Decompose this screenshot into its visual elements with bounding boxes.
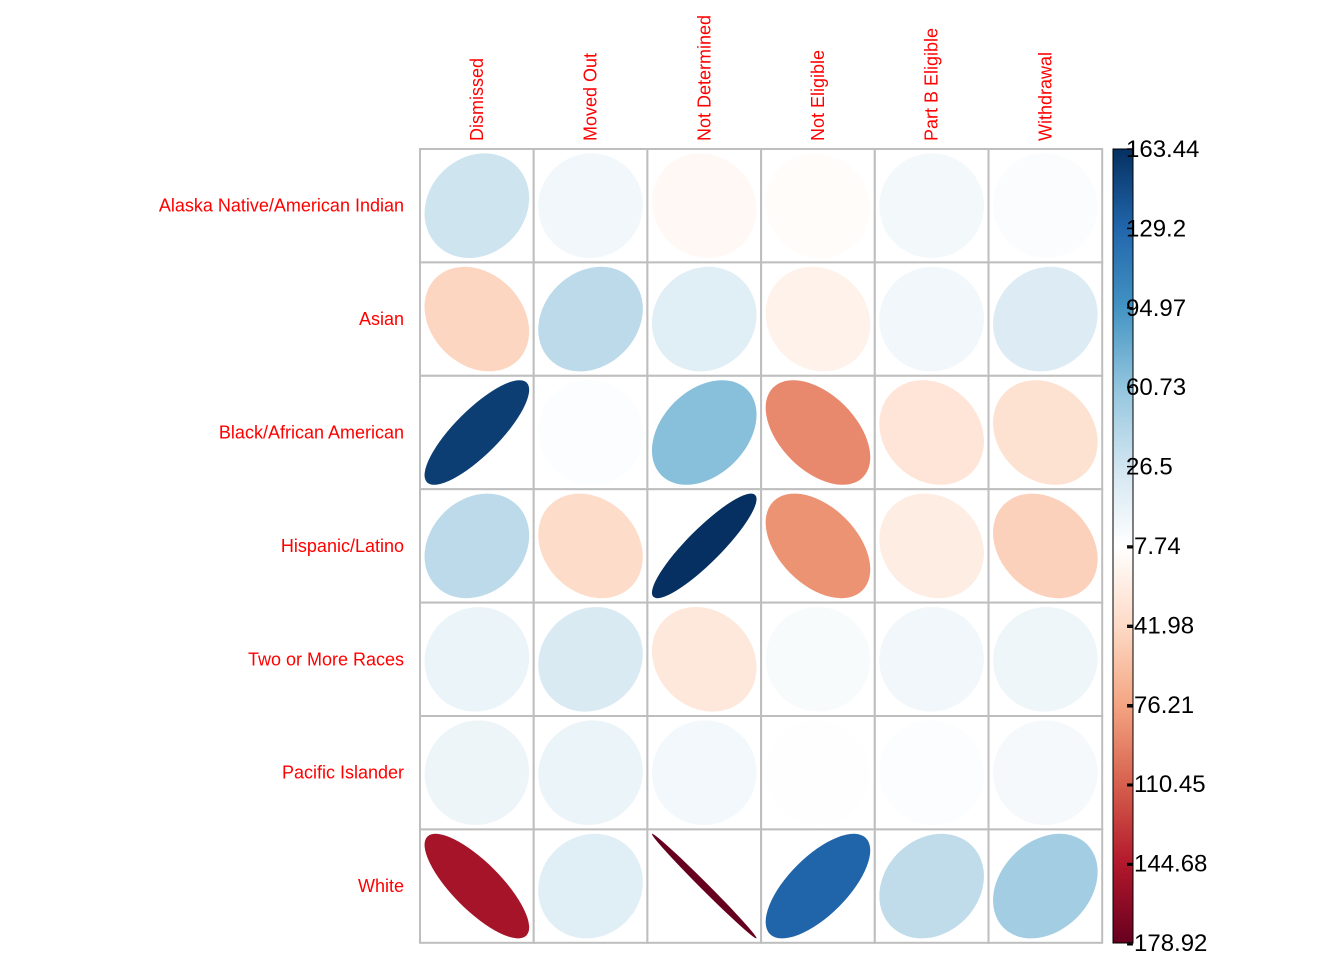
row-label: White [358,876,404,896]
correlation-ellipse [538,833,643,939]
correlation-ellipse [879,833,984,939]
matrix-cells [419,148,1104,944]
column-label: Part B Eligible [922,28,942,141]
correlation-ellipse [538,266,643,372]
correlation-ellipse [424,606,530,712]
column-label: Moved Out [581,53,601,141]
correlation-ellipse [424,833,530,939]
colorbar-tick-label: -7.74 [1126,533,1181,560]
column-labels: Dismissed Moved Out Not Determined Not Elig… [467,15,1055,141]
correlation-ellipse [993,606,1098,712]
correlation-ellipse [765,720,871,826]
correlation-ellipse [879,266,984,372]
correlation-ellipse [993,153,1098,259]
colorbar-tick-label: -41.98 [1126,612,1194,639]
row-label: Asian [359,309,404,329]
colorbar-tick-label: 129.2 [1126,215,1186,242]
correlation-ellipse [993,720,1098,826]
correlation-ellipse [765,153,871,259]
colorbar-tick-label: -178.92 [1126,930,1207,957]
correlation-ellipse [993,266,1098,372]
row-labels: Alaska Native/American Indian Asian Black/… [159,196,404,896]
correlation-ellipse [538,493,643,599]
correlation-ellipse [651,493,757,599]
correlation-ellipse [879,380,984,485]
row-label: Pacific Islander [282,763,404,783]
correlation-ellipse [424,720,530,826]
column-label: Not Eligible [808,50,828,141]
correlation-ellipse [651,153,757,259]
correlation-ellipse [993,493,1098,599]
correlation-ellipse [765,833,871,939]
column-label: Dismissed [467,58,487,141]
column-label: Not Determined [694,15,714,141]
correlation-ellipse [424,493,530,599]
colorbar-tick-label: 26.5 [1126,454,1173,481]
correlation-ellipse [765,380,871,485]
correlation-ellipse [993,833,1098,939]
colorbar-tick-label: -144.68 [1126,851,1207,878]
row-label: Black/African American [219,423,404,443]
correlation-ellipse [651,266,757,372]
correlation-ellipse [538,153,643,259]
row-label: Two or More Races [248,649,404,669]
correlation-ellipse [765,266,871,372]
correlation-ellipse [651,720,757,826]
correlation-ellipse [651,380,757,485]
correlation-ellipse [879,153,984,259]
correlation-ellipse [651,606,757,712]
correlation-ellipse [424,380,530,485]
correlation-ellipse [538,720,643,826]
column-label: Withdrawal [1035,52,1055,141]
correlation-ellipse [765,493,871,599]
row-label: Hispanic/Latino [281,536,404,556]
correlation-ellipse [538,380,643,485]
correlation-ellipse [765,606,871,712]
colorbar: 163.44 129.2 94.97 60.73 26.5 -7.74 -41.98 -76.… [1112,136,1207,957]
correlation-ellipse [424,266,530,372]
colorbar-tick-label: -76.21 [1126,692,1194,719]
row-label: Alaska Native/American Indian [159,196,404,216]
correlation-ellipse [538,606,643,712]
correlation-ellipse [424,153,530,259]
colorbar-tick-label: 163.44 [1126,136,1199,163]
correlation-ellipse [651,833,757,939]
correlation-ellipse [879,493,984,599]
colorbar-tick-label: -110.45 [1126,771,1206,798]
colorbar-tick-label: 60.73 [1126,374,1186,401]
correlation-ellipse [993,380,1098,485]
correlation-ellipse [879,720,984,826]
correlation-ellipse [879,606,984,712]
colorbar-tick-label: 94.97 [1126,295,1186,322]
